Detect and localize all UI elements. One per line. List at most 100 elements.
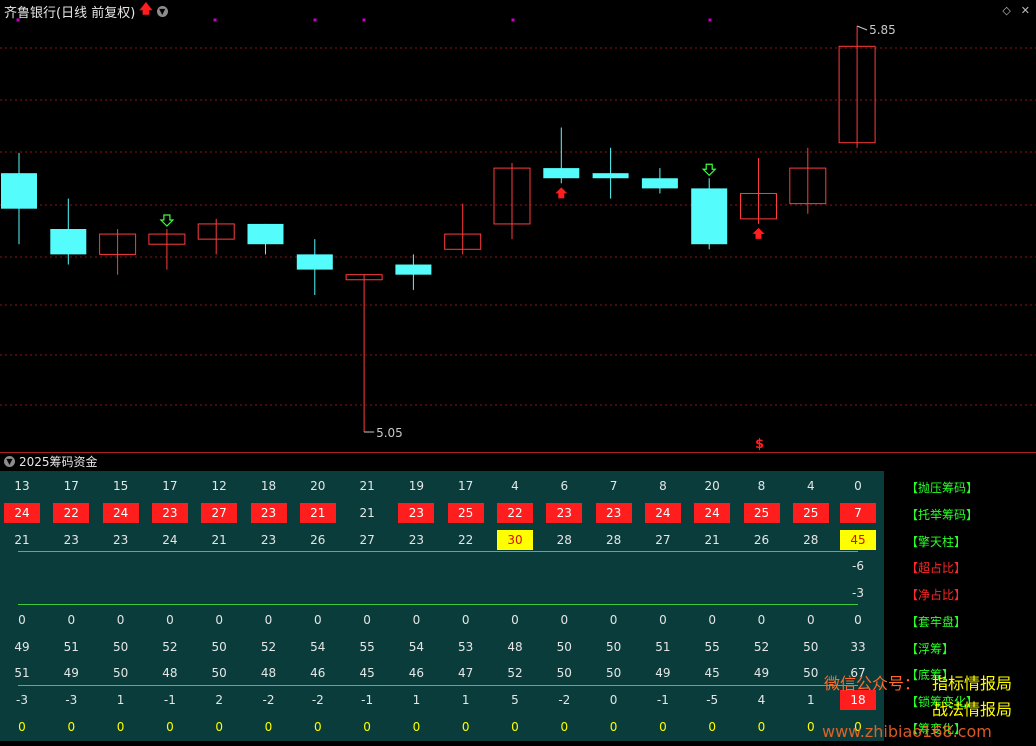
sell-arrow-icon bbox=[752, 227, 765, 239]
indicator-value: 50 bbox=[211, 640, 227, 654]
panel-divider[interactable] bbox=[0, 452, 1036, 453]
reference-line bbox=[18, 551, 858, 552]
indicator-value: 0 bbox=[511, 613, 519, 627]
chevron-down-icon[interactable]: ▼ bbox=[4, 456, 15, 467]
indicator-value: 50 bbox=[112, 666, 129, 680]
indicator-value: 23 bbox=[546, 503, 583, 523]
candle-body bbox=[345, 274, 383, 281]
indicator-value: 23 bbox=[408, 533, 425, 547]
indicator-value: 48 bbox=[260, 666, 277, 680]
chart-title-bar: 齐鲁银行(日线 前复权) 🡅 ▼ bbox=[0, 0, 168, 22]
candlestick-chart[interactable]: 5.85 5.05 $ bbox=[0, 0, 1036, 452]
candle-body bbox=[493, 167, 531, 225]
indicator-value: 15 bbox=[112, 479, 129, 493]
indicator-value: 23 bbox=[250, 503, 287, 523]
indicator-value: 48 bbox=[162, 666, 178, 680]
signal-marker bbox=[313, 18, 317, 22]
indicator-value: 0 bbox=[264, 613, 273, 627]
watermark-url: www.zhibiao168.com bbox=[822, 722, 992, 741]
indicator-value: 50 bbox=[211, 666, 227, 680]
indicator-label: 【底筹】 bbox=[906, 668, 955, 682]
indicator-value: 0 bbox=[560, 613, 569, 627]
indicator-value: 23 bbox=[398, 503, 435, 523]
watermark-brand-2: 战法情报局 bbox=[932, 700, 1013, 719]
candle-body bbox=[197, 223, 235, 240]
indicator-label: 【托举筹码】 bbox=[906, 508, 979, 522]
indicator-value: 1 bbox=[461, 693, 470, 707]
candle-body bbox=[789, 167, 827, 205]
indicator-value: 52 bbox=[260, 640, 277, 654]
indicator-value: 0 bbox=[166, 613, 174, 627]
candle-body bbox=[691, 188, 728, 245]
indicator-value: 52 bbox=[162, 640, 178, 654]
indicator-value: -5 bbox=[706, 693, 719, 707]
indicator-value: 0 bbox=[511, 720, 519, 734]
indicator-value: 27 bbox=[359, 533, 375, 547]
indicator-value: 1 bbox=[116, 693, 125, 707]
indicator-value: 0 bbox=[757, 720, 766, 734]
indicator-value: 52 bbox=[507, 666, 523, 680]
dollar-marker: $ bbox=[755, 437, 764, 452]
indicator-value: 0 bbox=[659, 613, 667, 627]
indicator-value: 47 bbox=[458, 666, 474, 680]
indicator-value: 51 bbox=[655, 640, 671, 654]
indicator-value: 46 bbox=[408, 666, 425, 680]
indicator-panel[interactable]: 13 17 15 17 12 18 20 21 19 17 4 6 7 8 20 8 4 0 24 22 24 23 27 2… bbox=[0, 471, 884, 741]
indicator-label: 【锁筹变化】 bbox=[906, 695, 979, 709]
indicator-value: 0 bbox=[708, 720, 716, 734]
indicator-value: 4 bbox=[511, 479, 519, 493]
indicator-value: 20 bbox=[704, 479, 720, 493]
indicator-value: 0 bbox=[757, 613, 766, 627]
high-pointer bbox=[856, 25, 868, 31]
indicator-value: 0 bbox=[609, 693, 618, 707]
indicator-value: 0 bbox=[806, 720, 815, 734]
diamond-icon[interactable]: ◇ bbox=[1002, 4, 1011, 17]
close-icon[interactable]: ✕ bbox=[1020, 4, 1030, 17]
indicator-label: 【套牢盘】 bbox=[906, 615, 967, 629]
indicator-value: 27 bbox=[201, 503, 238, 523]
indicator-value: 28 bbox=[803, 533, 819, 547]
indicator-value: 0 bbox=[609, 613, 618, 627]
chevron-down-icon[interactable]: ▼ bbox=[156, 5, 168, 17]
indicator-value: 51 bbox=[14, 666, 30, 680]
indicator-title: 2025筹码资金 bbox=[19, 455, 98, 469]
buy-arrow-icon bbox=[159, 214, 175, 227]
indicator-value: 24 bbox=[694, 503, 731, 523]
indicator-value: 21 bbox=[359, 506, 375, 520]
signal-marker bbox=[362, 18, 366, 22]
indicator-value: 4 bbox=[806, 479, 815, 493]
indicator-label: 【抛压筹码】 bbox=[906, 481, 979, 495]
indicator-value: 1 bbox=[806, 693, 815, 707]
indicator-value: 0 bbox=[363, 720, 371, 734]
indicator-value: 0 bbox=[67, 720, 76, 734]
indicator-value: 49 bbox=[655, 666, 671, 680]
indicator-value: 46 bbox=[310, 666, 326, 680]
candle-body bbox=[99, 233, 137, 255]
indicator-value: 0 bbox=[461, 720, 470, 734]
signal-marker bbox=[16, 18, 20, 22]
sell-arrow-icon bbox=[555, 187, 568, 199]
indicator-value: 25 bbox=[447, 503, 484, 523]
indicator-value: 0 bbox=[412, 720, 421, 734]
indicator-label: 【超占比】 bbox=[906, 561, 967, 575]
watermark-wechat: 微信公众号： bbox=[824, 674, 921, 693]
high-price-label: 5.85 bbox=[869, 23, 896, 37]
indicator-value: 45 bbox=[840, 530, 876, 550]
indicator-value: 0 bbox=[116, 613, 125, 627]
indicator-value: 50 bbox=[112, 640, 129, 654]
indicator-value: 33 bbox=[850, 640, 866, 654]
indicator-value: 50 bbox=[605, 666, 622, 680]
indicator-value: 5 bbox=[511, 693, 519, 707]
indicator-value: 48 bbox=[507, 640, 523, 654]
indicator-value: 0 bbox=[659, 720, 667, 734]
indicator-value: 22 bbox=[53, 503, 90, 523]
indicator-value: 19 bbox=[408, 479, 425, 493]
indicator-value: -2 bbox=[311, 693, 324, 707]
signal-marker bbox=[708, 18, 712, 22]
indicator-value: 0 bbox=[854, 479, 862, 493]
indicator-value: 22 bbox=[458, 533, 474, 547]
indicator-value: 24 bbox=[4, 503, 40, 523]
indicator-value: 4 bbox=[757, 693, 766, 707]
indicator-value: 25 bbox=[743, 503, 780, 523]
indicator-value: 50 bbox=[556, 640, 572, 654]
